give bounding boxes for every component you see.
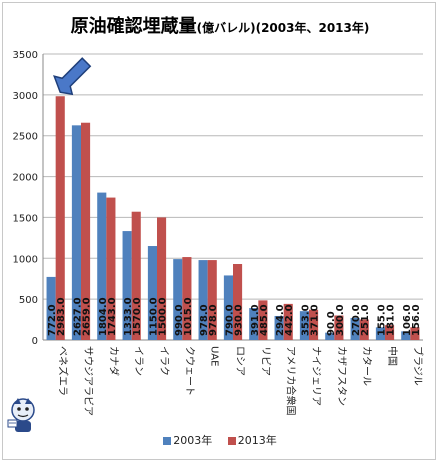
data-label: 181.0 — [386, 304, 397, 336]
bar-2003 — [299, 311, 309, 340]
data-label: 106.0 — [402, 304, 413, 336]
x-tick-label: カナダ — [107, 346, 120, 376]
data-label: 1015.0 — [183, 297, 194, 336]
bar-2013 — [385, 325, 395, 340]
bar-2003 — [401, 331, 411, 340]
y-tick-label: 2000 — [13, 173, 38, 184]
x-tick-label: 中国 — [386, 346, 399, 366]
data-label: 442.0 — [284, 304, 295, 336]
bar-2003 — [147, 246, 157, 340]
x-tick-label: UAE — [209, 346, 220, 366]
x-tick-label: カザフスタン — [335, 346, 347, 406]
data-label: 485.0 — [259, 304, 270, 336]
bar-2013 — [334, 315, 344, 340]
bar-2003 — [223, 275, 233, 340]
x-tick-label: サウジアラビア — [82, 346, 94, 416]
x-tick-label: ベネズエラ — [57, 346, 70, 396]
chart-title-sub: (億バレル)(2003年、2013年) — [196, 21, 370, 35]
bar-2003 — [198, 260, 208, 340]
data-label: 1804.0 — [98, 297, 109, 336]
legend-label-2003: 2003年 — [173, 434, 213, 447]
data-label: 391.0 — [250, 304, 261, 336]
data-label: 371.0 — [310, 304, 321, 336]
data-label: 978.0 — [208, 304, 219, 336]
y-tick-label: 1000 — [13, 254, 38, 265]
y-tick-label: 3000 — [13, 91, 38, 102]
data-label: 294.0 — [275, 304, 286, 336]
bar-2003 — [46, 276, 56, 340]
data-label: 930.0 — [234, 304, 245, 336]
data-label: 2659.0 — [82, 297, 93, 336]
data-label: 2627.0 — [72, 297, 83, 336]
bar-2013 — [309, 309, 319, 340]
legend-item-2013: 2013年 — [227, 432, 277, 448]
data-label: 790.0 — [224, 304, 235, 336]
data-label: 270.0 — [351, 304, 362, 336]
data-label: 1743.0 — [107, 297, 118, 336]
data-label: 1500.0 — [158, 297, 169, 336]
bar-2013 — [233, 264, 243, 340]
x-tick-label: アメリカ合衆国 — [285, 346, 298, 416]
bar-2003 — [173, 259, 183, 340]
x-tick-label: リビア — [259, 346, 271, 376]
legend-swatch-2003 — [163, 437, 172, 445]
bar-2003 — [97, 192, 107, 340]
data-label: 90.0 — [326, 311, 337, 336]
bar-2003 — [274, 315, 284, 340]
y-tick-label: 2500 — [13, 132, 38, 143]
x-tick-label: ナイジェリア — [310, 346, 322, 406]
bar-2003 — [122, 231, 132, 340]
data-label: 990.0 — [174, 304, 185, 336]
bar-2013 — [157, 217, 167, 340]
data-label: 300.0 — [335, 304, 346, 336]
data-label: 251.0 — [360, 304, 371, 336]
bar-2013 — [410, 327, 420, 340]
legend-label-2013: 2013年 — [237, 434, 277, 447]
data-label: 2983.0 — [56, 297, 67, 336]
data-label: 156.0 — [411, 304, 422, 336]
y-tick-label: 1500 — [13, 213, 38, 224]
bar-2003 — [71, 125, 81, 340]
data-label: 155.0 — [376, 304, 387, 336]
bar-2013 — [359, 319, 369, 340]
legend-item-2003: 2003年 — [163, 432, 212, 448]
bar-2003 — [249, 308, 259, 340]
legend: 2003年 2013年 — [0, 432, 440, 448]
bar-2013 — [81, 122, 91, 341]
y-tick-label: 500 — [19, 295, 38, 306]
bar-2003 — [375, 327, 385, 340]
x-tick-label: イラン — [133, 346, 145, 376]
bar-2013 — [106, 197, 116, 340]
data-label: 978.0 — [199, 304, 210, 336]
bar-2013 — [55, 96, 65, 341]
arrow-pointer-icon — [53, 57, 92, 96]
bar-2013 — [131, 211, 141, 340]
y-tick-label: 3500 — [13, 50, 38, 61]
x-tick-label: ブラジル — [411, 346, 424, 386]
data-label: 772.0 — [47, 304, 58, 336]
mascot-icon — [7, 398, 35, 432]
data-label: 1150.0 — [148, 297, 159, 336]
bar-2013 — [258, 300, 268, 340]
bar-2003 — [325, 332, 335, 340]
data-label: 353.0 — [300, 304, 311, 336]
chart-title-main: 原油確認埋蔵量 — [70, 16, 197, 37]
bar-2013 — [182, 257, 192, 340]
bar-2013 — [283, 303, 293, 340]
y-tick-label: 0 — [32, 336, 38, 347]
data-label: 1333.0 — [123, 297, 134, 336]
chart-title: 原油確認埋蔵量(億バレル)(2003年、2013年) — [0, 12, 440, 38]
arrow-shape — [53, 57, 92, 96]
x-tick-label: イラク — [158, 346, 170, 376]
x-tick-label: ロシア — [234, 346, 245, 376]
legend-swatch-2013 — [227, 437, 236, 445]
bar-2003 — [350, 317, 360, 340]
bar-2013 — [207, 260, 217, 340]
x-tick-label: カタール — [361, 346, 373, 386]
data-label: 1570.0 — [132, 297, 143, 336]
x-tick-label: クウェート — [183, 346, 195, 396]
